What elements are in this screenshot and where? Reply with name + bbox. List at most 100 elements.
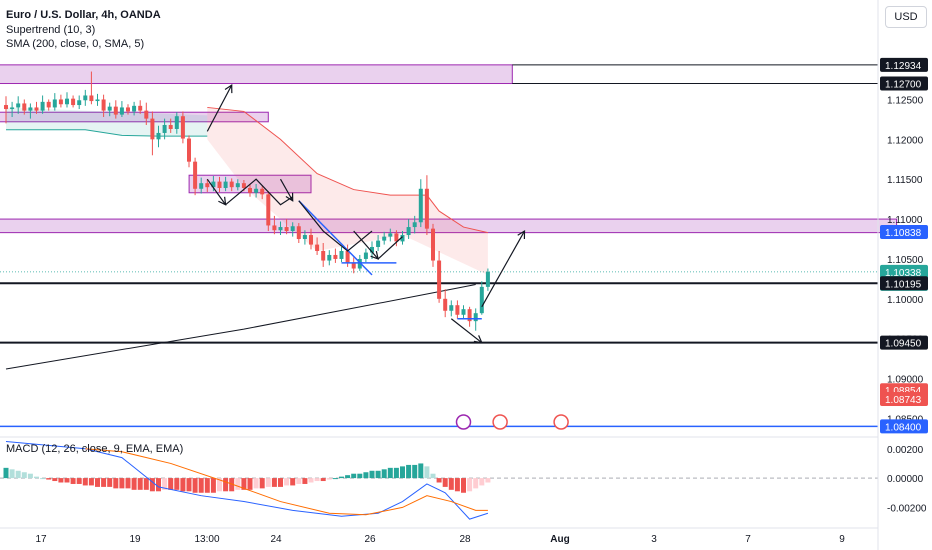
candle-body (449, 305, 454, 311)
macd-histogram-bar (125, 478, 131, 489)
macd-histogram-bar (40, 478, 46, 480)
macd-histogram-bar (406, 464, 412, 479)
price-label-text: 1.10195 (885, 279, 922, 290)
macd-histogram-bar (479, 478, 485, 486)
macd-histogram-bar (387, 467, 393, 479)
indicator-supertrend[interactable]: Supertrend (10, 3) (6, 24, 96, 36)
macd-histogram-bar (174, 478, 180, 490)
candle-body (309, 235, 313, 245)
candle-body (46, 101, 51, 108)
candle-body (254, 188, 259, 193)
macd-histogram-bar (21, 472, 27, 479)
macd-histogram-bar (296, 478, 302, 484)
macd-histogram-bar (314, 478, 320, 482)
us-flag-icon (553, 414, 569, 430)
macd-histogram-bar (34, 476, 39, 479)
macd-histogram-bar (3, 467, 9, 479)
macd-tick-label: -0.00200 (887, 503, 927, 514)
price-label-badge (880, 276, 928, 291)
candle-body (241, 183, 246, 188)
price-tick-label: 1.10000 (887, 295, 924, 306)
macd-histogram-bar (58, 478, 64, 483)
arrow-line (279, 178, 294, 202)
price-label-text: 1.08400 (885, 422, 922, 433)
macd-histogram-bar (180, 478, 186, 492)
macd-histogram-bar (149, 478, 155, 492)
candle-body (376, 240, 381, 247)
candle-body (248, 187, 252, 193)
candle-body (10, 107, 15, 110)
arrow-line (206, 84, 233, 132)
macd-histogram-bar (235, 478, 241, 490)
candle-body (144, 110, 149, 119)
candle-body (345, 250, 350, 263)
macd-histogram-bar (192, 478, 198, 493)
price-label-text: 1.10838 (885, 228, 922, 239)
candle-body (235, 183, 240, 188)
candle-body (351, 262, 356, 269)
candle-body (150, 118, 155, 140)
macd-histogram-bar (113, 478, 119, 489)
candle-body (211, 181, 216, 188)
macd-histogram-bar (485, 478, 491, 483)
indicator-macd[interactable]: MACD (12, 26, close, 9, EMA, EMA) (6, 443, 184, 455)
candle-body (467, 309, 472, 322)
macd-histogram-bar (332, 478, 338, 480)
time-tick-label: 24 (270, 534, 282, 545)
candle-body (400, 235, 405, 242)
indicator-sma[interactable]: SMA (200, close, 0, SMA, 5) (6, 38, 145, 50)
candle-body (406, 227, 411, 236)
price-label-badge (880, 76, 928, 91)
candle-body (229, 181, 234, 188)
candle-body (101, 99, 106, 111)
macd-histogram-bar (357, 473, 363, 479)
candle-body (34, 107, 39, 111)
candle-body (174, 116, 179, 129)
candle-body (16, 103, 21, 108)
time-tick-label: 13:00 (194, 534, 219, 545)
macd-histogram-bar (101, 478, 107, 487)
arrow-line (206, 178, 227, 206)
candle-body (113, 106, 118, 115)
arrow-head (224, 84, 233, 94)
candle-body (357, 258, 362, 269)
macd-histogram-bar (229, 478, 235, 492)
supertrend-down-fill (207, 107, 488, 275)
macd-histogram-bar (375, 470, 381, 479)
macd-histogram-bar (241, 478, 247, 490)
candle-body (266, 194, 271, 226)
path-line (225, 178, 294, 206)
macd-histogram-bar (259, 478, 265, 489)
macd-histogram-bar (162, 478, 168, 490)
candle-body (485, 271, 490, 287)
macd-histogram-bar (363, 472, 369, 479)
candle-body (180, 116, 185, 139)
macd-signal-line (85, 448, 488, 516)
macd-histogram-bar (210, 478, 216, 493)
price-label-text: 1.08743 (885, 395, 922, 406)
macd-histogram-bar (418, 463, 424, 479)
candle-body (199, 183, 204, 189)
time-tick-label: 26 (364, 534, 376, 545)
currency-button[interactable]: USD (885, 6, 927, 28)
path-line (298, 200, 373, 252)
symbol-title[interactable]: Euro / U.S. Dollar, 4h, OANDA (6, 9, 161, 21)
candle-body (156, 132, 161, 140)
macd-histogram-bar (46, 478, 52, 480)
macd-histogram-bar (393, 467, 399, 479)
candle-body (4, 105, 8, 110)
candle-body (126, 107, 130, 112)
macd-histogram-bar (217, 478, 222, 492)
candle-body (321, 250, 326, 261)
candle-body (217, 181, 222, 188)
sma-line (5, 283, 476, 370)
candle-body (290, 226, 295, 232)
flag-icon (492, 414, 508, 430)
candle-body (205, 183, 210, 188)
price-tick-label: 1.11500 (887, 175, 923, 186)
candle-body (278, 227, 283, 231)
time-tick-label: 28 (459, 534, 471, 545)
time-tick-label: 9 (839, 534, 845, 545)
candle-body (95, 99, 100, 102)
